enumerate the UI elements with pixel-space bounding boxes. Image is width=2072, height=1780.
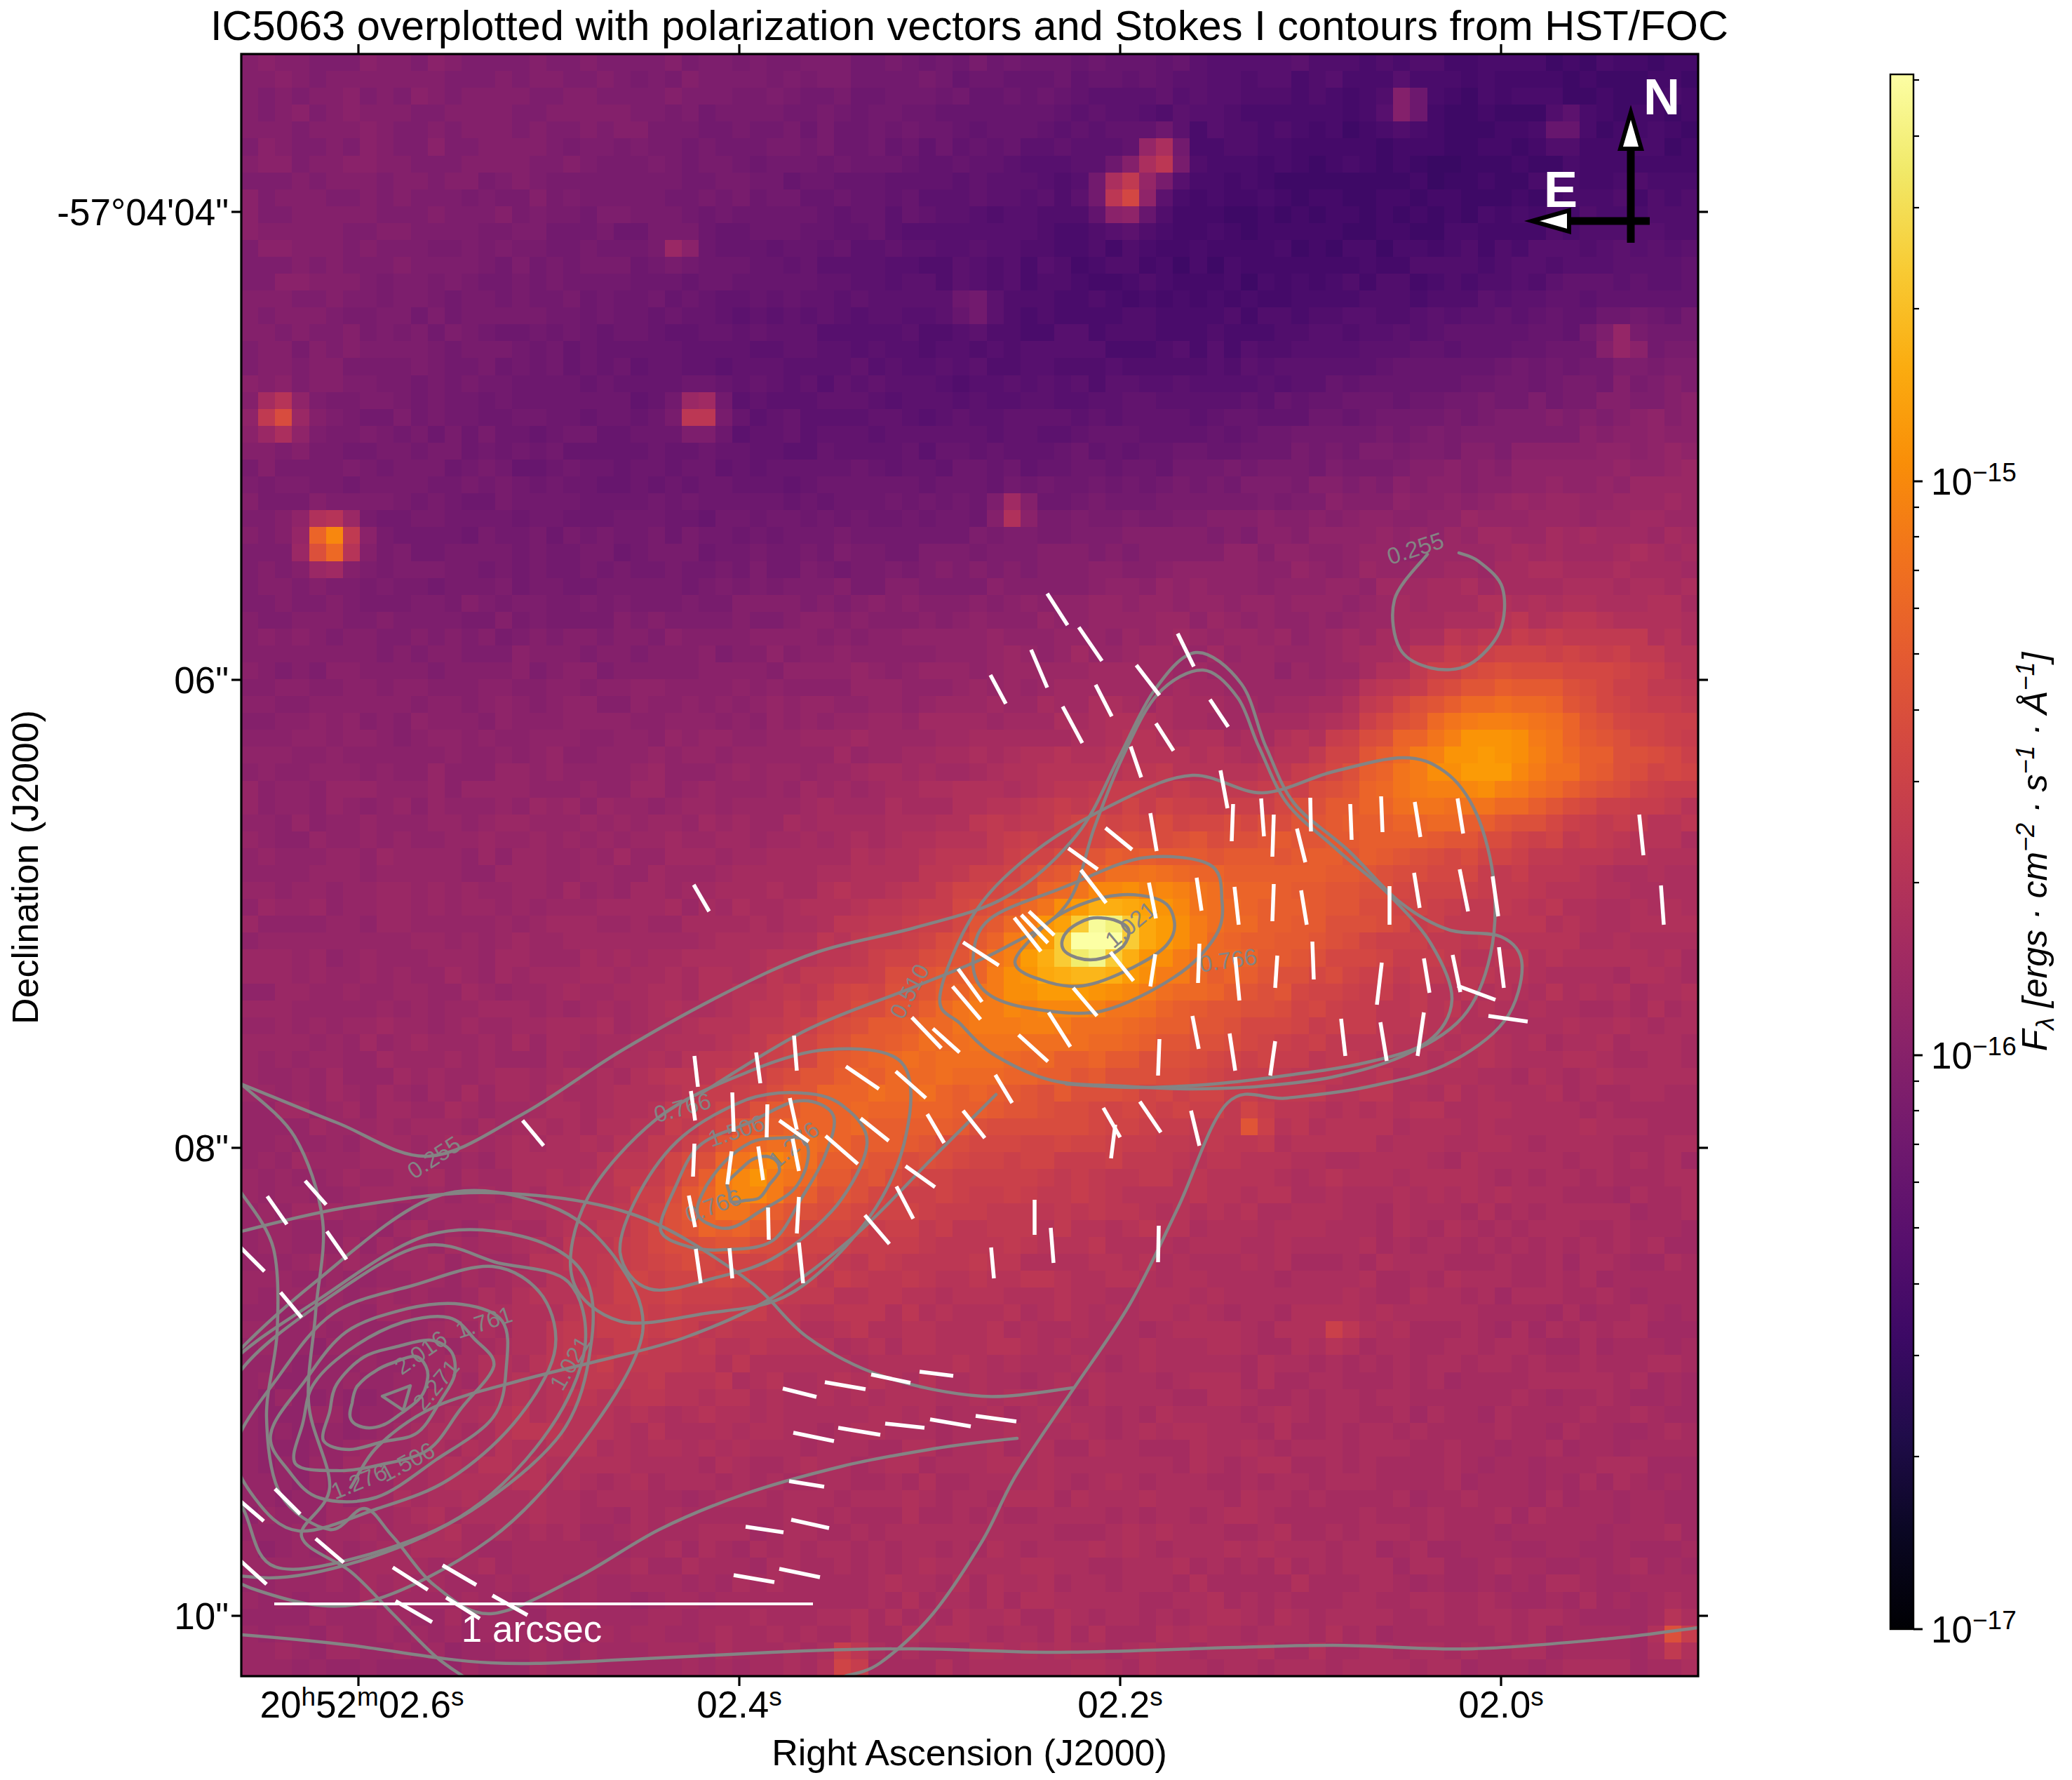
- svg-text:N: N: [1643, 69, 1680, 125]
- svg-text:E: E: [1544, 161, 1577, 218]
- svg-text:06": 06": [174, 660, 229, 701]
- svg-text:IC5063 overplotted with polari: IC5063 overplotted with polarization vec…: [210, 2, 1728, 49]
- svg-text:Declination (J2000): Declination (J2000): [5, 710, 46, 1024]
- svg-text:Right Ascension (J2000): Right Ascension (J2000): [772, 1732, 1167, 1773]
- svg-text:08": 08": [174, 1127, 229, 1169]
- svg-text:-57°04'04": -57°04'04": [57, 192, 229, 233]
- svg-text:10": 10": [174, 1595, 229, 1637]
- svg-text:1 arcsec: 1 arcsec: [462, 1608, 602, 1649]
